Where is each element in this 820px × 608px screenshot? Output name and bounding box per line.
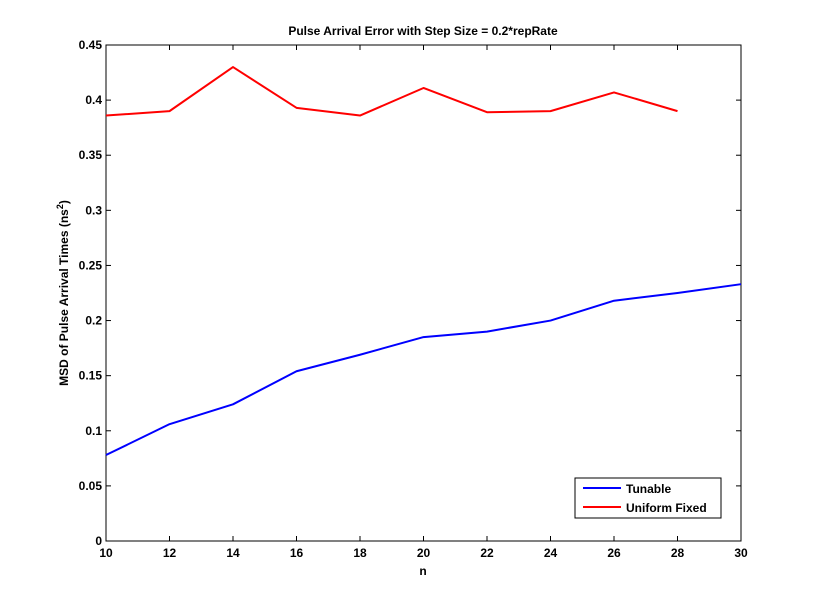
x-tick-label: 28 (671, 546, 685, 560)
x-tick-label: 16 (290, 546, 304, 560)
axis-ticks: 10 12 14 16 18 20 22 24 26 28 30 0 0.05 0.1 0.15 0.2 0.2… (79, 38, 748, 560)
x-tick-label: 14 (226, 546, 240, 560)
y-axis-label-close: ) (57, 200, 71, 204)
x-tick-label: 18 (353, 546, 367, 560)
y-tick-label: 0.3 (85, 203, 102, 217)
y-axis-label: MSD of Pulse Arrival Times (ns2) (55, 200, 71, 386)
y-tick-label: 0.45 (79, 38, 103, 52)
y-axis-label-superscript: 2 (55, 204, 65, 209)
x-tick-label: 24 (544, 546, 558, 560)
y-tick-label: 0.4 (85, 93, 102, 107)
series-line-tunable (105, 283, 742, 456)
legend-label-uniform-fixed: Uniform Fixed (626, 501, 707, 515)
plot-area (105, 44, 742, 542)
y-axis-label-main: MSD of Pulse Arrival Times (ns (57, 209, 71, 386)
y-tick-label: 0.05 (79, 479, 103, 493)
legend-label-tunable: Tunable (626, 482, 671, 496)
x-axis-label: n (419, 564, 426, 578)
y-tick-label: 0.25 (79, 258, 103, 272)
series-line-uniform-fixed (105, 66, 678, 117)
legend: Tunable Uniform Fixed (574, 477, 722, 519)
y-tick-label: 0.35 (79, 148, 103, 162)
x-tick-label: 30 (734, 546, 748, 560)
x-tick-label: 12 (163, 546, 177, 560)
x-tick-label: 10 (99, 546, 113, 560)
y-tick-label: 0.2 (85, 314, 102, 328)
x-tick-label: 26 (607, 546, 621, 560)
legend-box (574, 477, 722, 519)
y-tick-label: 0 (95, 534, 102, 548)
x-tick-label: 22 (480, 546, 494, 560)
chart-title: Pulse Arrival Error with Step Size = 0.2… (288, 24, 558, 38)
y-tick-label: 0.1 (85, 424, 102, 438)
y-tick-label: 0.15 (79, 369, 103, 383)
series-layer (105, 66, 742, 456)
x-tick-label: 20 (417, 546, 431, 560)
